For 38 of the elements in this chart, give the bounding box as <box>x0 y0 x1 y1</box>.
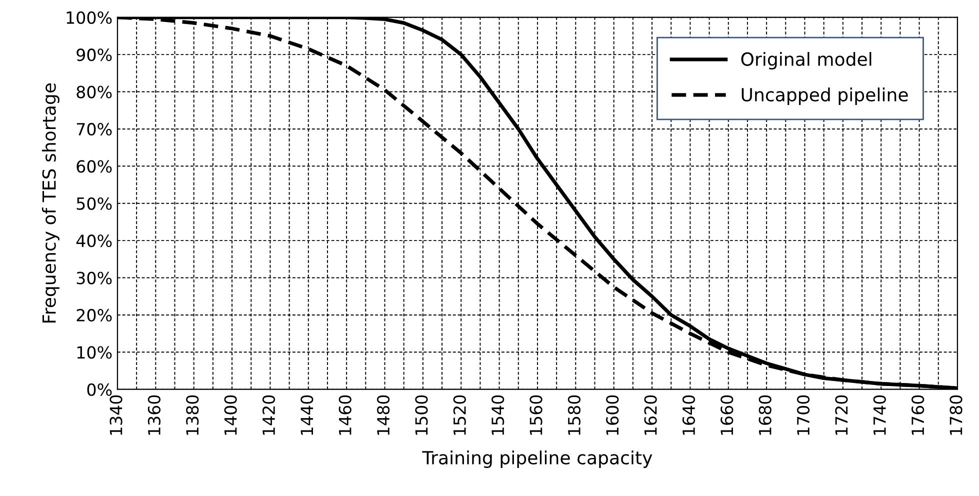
y-tick-label: 70% <box>76 122 112 136</box>
x-tick-label: 1580 <box>568 395 580 435</box>
x-tick-label: 1760 <box>912 395 924 435</box>
x-tick-label: 1620 <box>644 395 657 435</box>
x-tick-label: 1420 <box>262 395 276 435</box>
y-tick-label: 40% <box>76 234 112 248</box>
x-tick-label: 1400 <box>224 395 237 435</box>
x-tick-label: 1540 <box>492 395 504 435</box>
y-axis-title: Frequency of TES shortage <box>42 83 60 322</box>
y-tick-label: 90% <box>76 48 112 62</box>
x-tick-label: 1700 <box>796 395 810 435</box>
y-tick-label: 60% <box>76 160 112 173</box>
y-tick-label: 0% <box>87 383 112 396</box>
x-tick-label: 1360 <box>148 395 160 435</box>
x-tick-label: 1780 <box>950 395 962 435</box>
x-tick-label: 1480 <box>376 395 390 435</box>
x-tick-label: 1660 <box>720 395 734 435</box>
y-tick-label: 30% <box>76 272 112 284</box>
x-tick-label: 1460 <box>338 395 352 435</box>
x-axis-title: Training pipeline capacity <box>422 450 652 468</box>
y-tick-label: 20% <box>76 308 112 322</box>
x-tick-label: 1340 <box>110 395 122 435</box>
x-tick-label: 1560 <box>530 395 542 435</box>
x-tick-label: 1600 <box>606 395 619 435</box>
y-tick-label: 80% <box>76 86 112 98</box>
legend-label: Original model <box>741 52 872 70</box>
x-tick-label: 1440 <box>300 395 314 435</box>
x-tick-label: 1520 <box>453 395 466 435</box>
x-tick-label: 1680 <box>758 395 772 435</box>
y-tick-label: 100% <box>66 11 112 24</box>
y-tick-label: 10% <box>77 346 112 359</box>
legend-label: Uncapped pipeline <box>742 88 908 105</box>
x-tick-label: 1720 <box>835 395 848 435</box>
x-tick-label: 1640 <box>682 395 696 435</box>
x-tick-label: 1500 <box>415 395 428 435</box>
x-tick-label: 1740 <box>873 395 886 435</box>
y-tick-label: 50% <box>76 197 112 210</box>
x-tick-label: 1380 <box>186 395 199 435</box>
